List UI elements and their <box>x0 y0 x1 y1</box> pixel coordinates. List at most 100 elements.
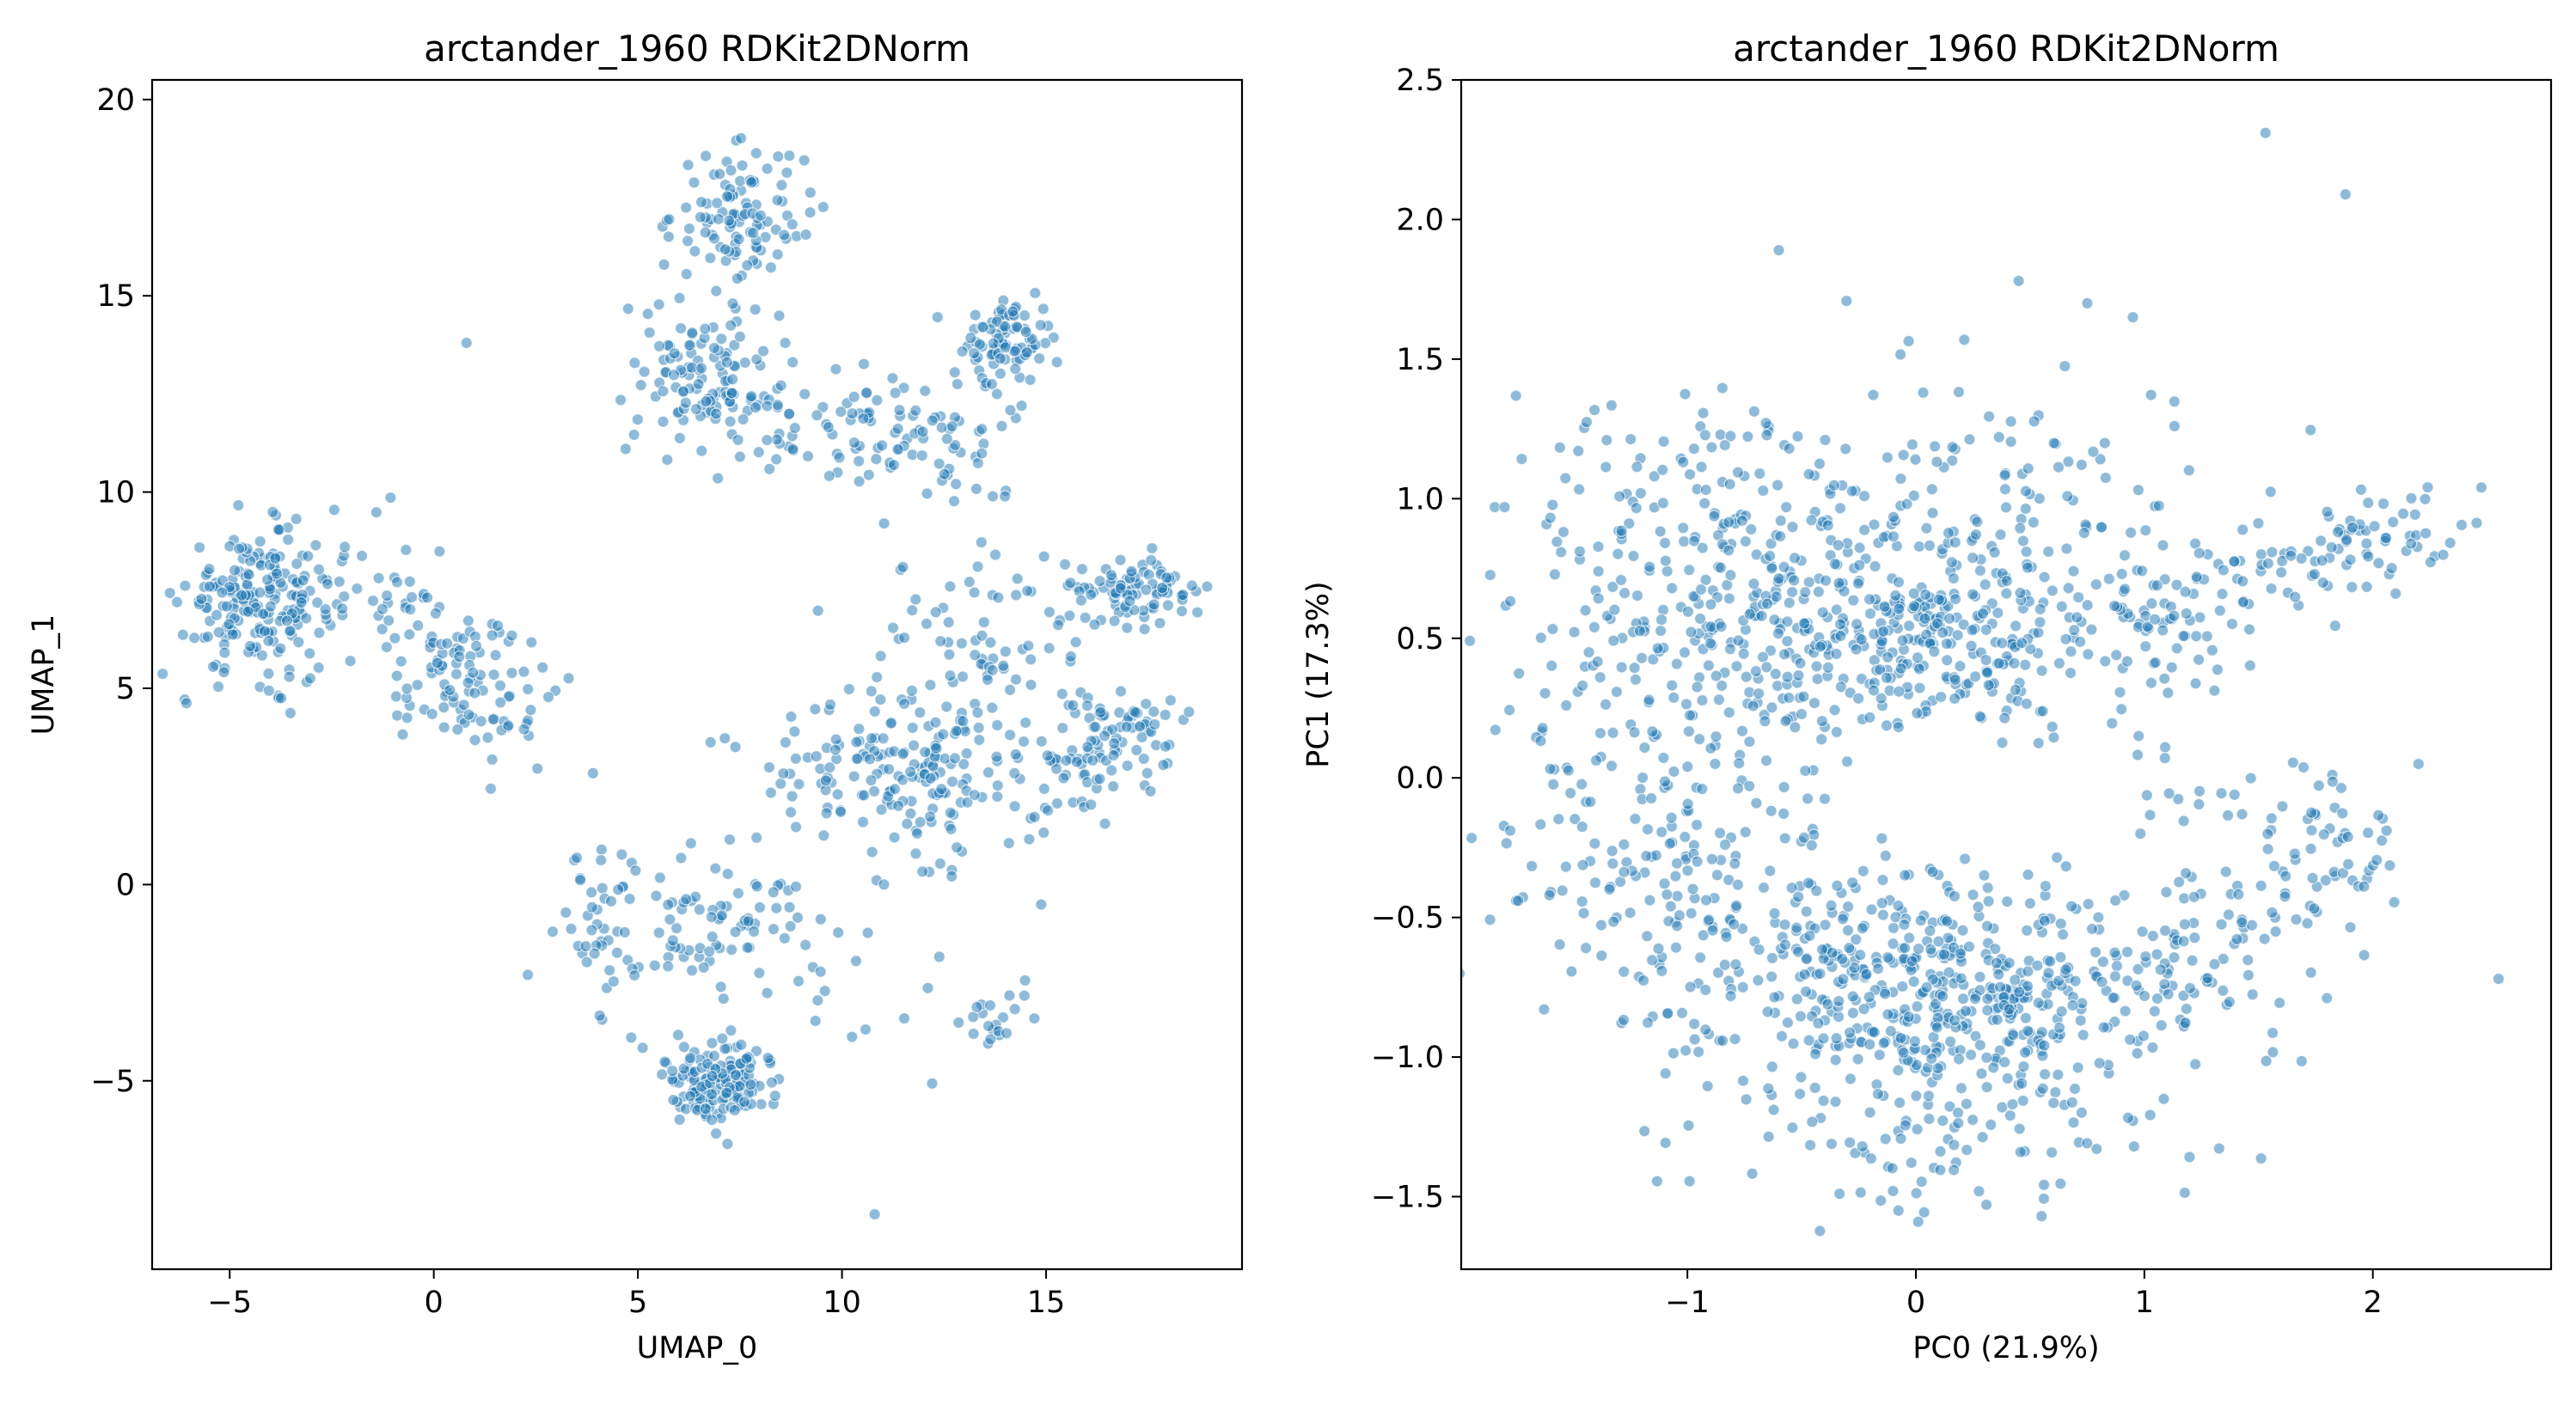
scatter-point <box>1914 914 1927 927</box>
scatter-point <box>2225 617 2238 631</box>
scatter-point <box>2304 842 2317 855</box>
scatter-point <box>2016 1094 2029 1108</box>
scatter-point <box>1657 751 1670 765</box>
scatter-point <box>1765 1060 1778 1073</box>
umap-axes-frame <box>150 78 1244 1271</box>
scatter-point <box>457 699 470 712</box>
scatter-point <box>1008 767 1021 779</box>
scatter-point <box>846 1030 859 1043</box>
scatter-point <box>732 233 745 246</box>
umap-x-tick-label: 5 <box>628 1286 647 1320</box>
scatter-point <box>2193 797 2206 811</box>
scatter-point <box>2187 890 2200 903</box>
scatter-point <box>2289 590 2302 603</box>
scatter-point <box>1592 541 1605 553</box>
scatter-point <box>2004 415 2017 428</box>
scatter-point <box>767 886 780 899</box>
scatter-point <box>1534 818 1547 831</box>
scatter-point <box>170 596 184 608</box>
scatter-point <box>1513 667 1526 680</box>
scatter-point <box>940 432 953 445</box>
scatter-point <box>628 357 641 370</box>
scatter-point <box>950 724 963 737</box>
scatter-point <box>2127 1139 2140 1153</box>
scatter-point <box>1907 600 1921 613</box>
scatter-point <box>1655 964 1668 978</box>
scatter-point <box>2106 717 2119 730</box>
scatter-point <box>699 226 712 239</box>
scatter-point <box>694 196 708 209</box>
scatter-point <box>2325 541 2338 554</box>
scatter-point <box>2261 828 2274 840</box>
scatter-point <box>1920 522 1933 535</box>
scatter-point <box>1049 762 1063 775</box>
scatter-point <box>1137 752 1150 766</box>
scatter-point <box>697 961 710 974</box>
scatter-point <box>737 1096 751 1109</box>
scatter-point <box>2236 596 2249 608</box>
scatter-point <box>976 629 988 642</box>
scatter-point <box>1949 692 1961 706</box>
scatter-point <box>1892 1064 1905 1077</box>
scatter-point <box>2180 607 2193 620</box>
scatter-point <box>981 673 994 687</box>
scatter-point <box>1892 721 1905 734</box>
scatter-point <box>1732 634 1745 647</box>
scatter-point <box>714 980 727 993</box>
scatter-point <box>891 443 904 456</box>
scatter-point <box>1557 525 1570 539</box>
scatter-point <box>1825 899 1838 912</box>
scatter-point <box>2259 126 2272 139</box>
scatter-point <box>1844 1026 1857 1039</box>
scatter-point <box>2305 824 2318 837</box>
scatter-point <box>1588 404 1601 417</box>
scatter-point <box>871 394 884 406</box>
scatter-point <box>761 433 774 447</box>
scatter-point <box>1857 1003 1870 1016</box>
scatter-point <box>942 616 955 629</box>
scatter-point <box>1671 919 1684 932</box>
scatter-point <box>2085 623 2098 636</box>
scatter-point <box>1912 540 1925 553</box>
scatter-point <box>1848 961 1861 974</box>
scatter-point <box>686 327 699 339</box>
scatter-point <box>1814 967 1826 980</box>
scatter-point <box>1896 980 1909 993</box>
scatter-point <box>1855 633 1868 646</box>
scatter-point <box>2360 580 2373 594</box>
scatter-point <box>2046 584 2059 597</box>
scatter-point <box>1503 595 1517 608</box>
scatter-point <box>1965 1048 1978 1061</box>
scatter-point <box>1121 621 1134 634</box>
scatter-point <box>1836 913 1850 925</box>
scatter-point <box>722 214 736 227</box>
scatter-point <box>1922 1090 1935 1103</box>
scatter-point <box>1710 869 1724 882</box>
scatter-point <box>2162 987 2175 1001</box>
scatter-point <box>1615 524 1628 537</box>
scatter-point <box>2295 552 2308 565</box>
scatter-point <box>870 453 883 466</box>
scatter-point <box>2252 516 2265 530</box>
scatter-point <box>1747 577 1760 590</box>
scatter-point <box>1920 980 1933 994</box>
scatter-point <box>2131 748 2145 761</box>
scatter-point <box>493 679 507 693</box>
scatter-point <box>376 622 389 636</box>
scatter-point <box>1003 989 1016 1002</box>
scatter-point <box>726 373 739 386</box>
scatter-point <box>1645 791 1658 805</box>
scatter-point <box>1084 588 1098 602</box>
scatter-point <box>1655 613 1668 626</box>
scatter-point <box>1544 762 1557 775</box>
scatter-point <box>1670 657 1683 670</box>
scatter-point <box>2236 916 2249 929</box>
scatter-point <box>389 632 401 644</box>
scatter-point <box>2097 1021 2110 1034</box>
umap-y-tick-label: 0 <box>116 868 135 902</box>
scatter-point <box>1979 653 1992 667</box>
scatter-point <box>579 939 592 953</box>
scatter-point <box>481 731 494 744</box>
